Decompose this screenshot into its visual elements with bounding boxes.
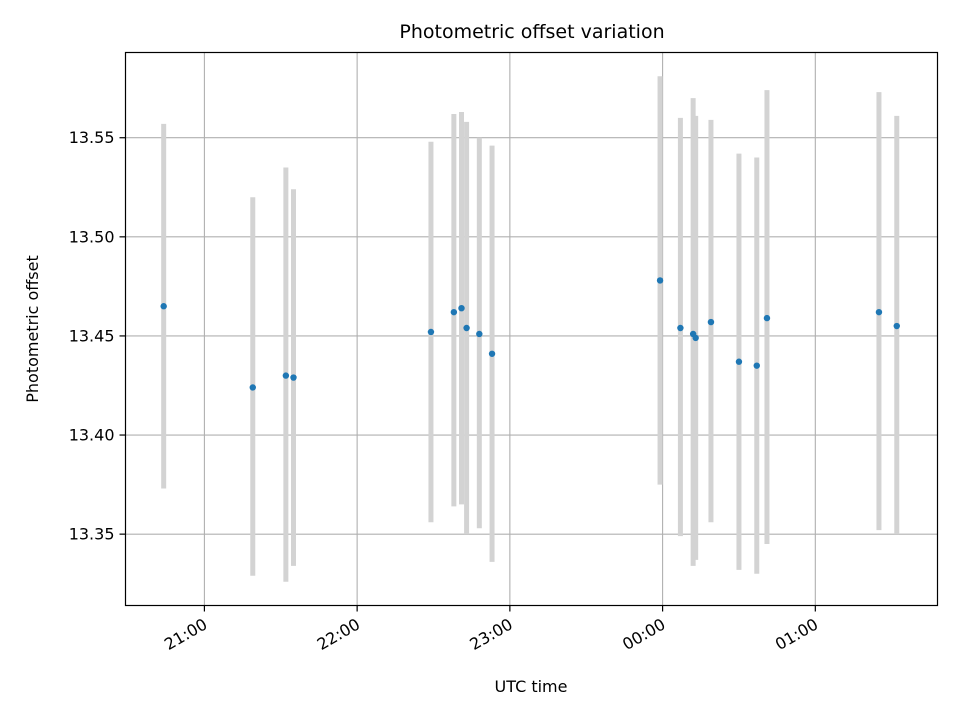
y-tick-label: 13.35 xyxy=(69,525,115,544)
y-tick-label: 13.55 xyxy=(69,128,115,147)
grid-layer xyxy=(125,52,938,606)
data-point xyxy=(282,372,290,379)
x-axis-ticks: 21:00 22:00 23:00 00:00 01:00 xyxy=(161,605,821,655)
y-tick-label: 13.45 xyxy=(69,326,115,345)
x-tick-label: 00:00 xyxy=(619,615,668,655)
x-axis-title: UTC time xyxy=(495,677,568,696)
y-tick-label: 13.50 xyxy=(69,227,115,246)
x-tick-label: 01:00 xyxy=(772,615,821,655)
data-point-layer xyxy=(160,277,900,391)
data-point xyxy=(476,330,483,338)
data-point xyxy=(735,358,743,365)
plot-frame xyxy=(124,51,939,607)
y-axis-ticks: 13.35 13.40 13.45 13.50 13.55 xyxy=(69,128,126,544)
data-point xyxy=(677,324,684,332)
errorbar-layer xyxy=(161,76,900,582)
data-point xyxy=(249,384,256,391)
data-point xyxy=(707,318,715,326)
data-point xyxy=(160,303,167,310)
data-point xyxy=(692,334,699,342)
y-axis-title: Photometric offset xyxy=(23,255,42,403)
data-point xyxy=(458,304,465,312)
data-point xyxy=(875,308,883,316)
y-tick-label: 13.40 xyxy=(69,426,115,445)
data-point xyxy=(753,362,760,369)
x-tick-label: 23:00 xyxy=(466,615,515,655)
data-point xyxy=(656,277,664,284)
data-point xyxy=(450,308,458,316)
data-point xyxy=(463,324,470,332)
data-point xyxy=(488,350,496,357)
x-tick-label: 21:00 xyxy=(161,615,210,655)
chart-title: Photometric offset variation xyxy=(399,21,664,43)
data-point xyxy=(427,328,435,336)
data-point xyxy=(893,322,900,330)
data-point xyxy=(290,374,297,381)
x-tick-label: 22:00 xyxy=(314,615,363,655)
data-point xyxy=(763,314,771,322)
